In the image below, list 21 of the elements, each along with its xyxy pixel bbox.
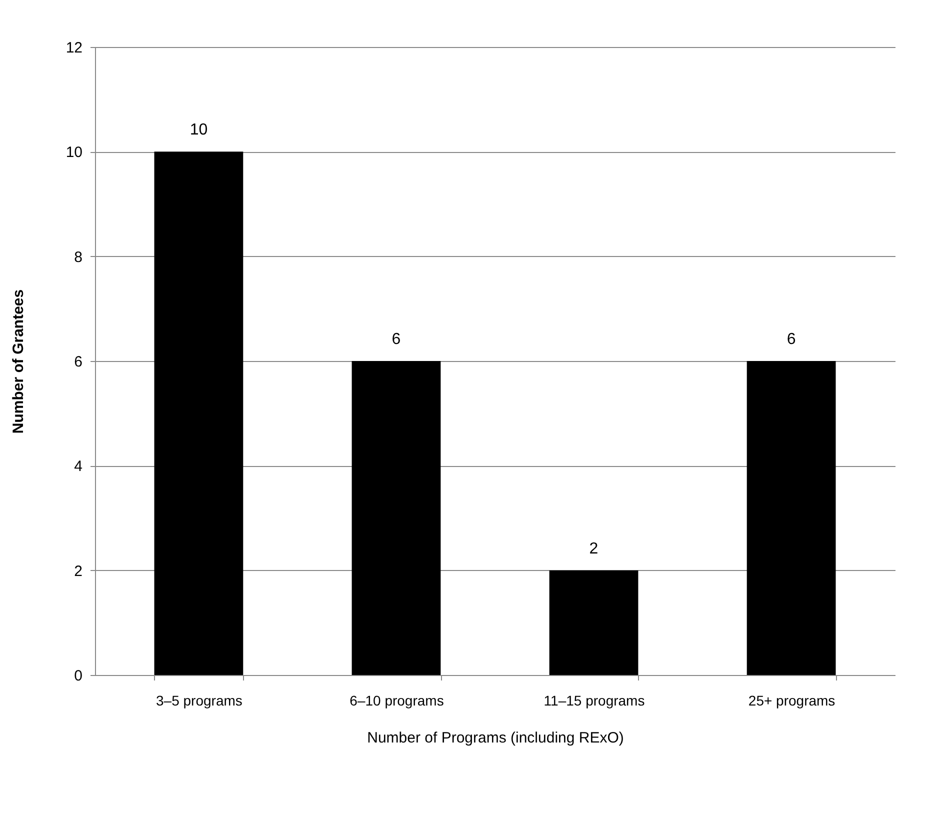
x-axis-title: Number of Programs (including RExO) [367, 730, 624, 746]
data-label: 2 [589, 540, 598, 558]
data-label: 10 [190, 122, 208, 139]
bar [154, 152, 244, 675]
data-label: 6 [392, 331, 401, 348]
bar [746, 361, 836, 675]
y-tick-label: 2 [74, 562, 82, 580]
y-tick-label: 0 [74, 668, 82, 684]
y-axis-title: Number of Grantees [10, 289, 27, 434]
bar [549, 570, 638, 675]
data-label: 6 [786, 331, 796, 348]
y-tick-label: 8 [74, 248, 82, 266]
y-tick-label: 6 [74, 354, 82, 370]
x-tick-label: 3–5 programs [156, 692, 242, 708]
y-tick-label: 10 [66, 144, 82, 162]
x-tick-label: 6–10 programs [350, 692, 444, 708]
y-tick-label: 12 [66, 40, 82, 56]
x-tick-label: 11–15 programs [544, 692, 645, 708]
x-tick-label: 25+ programs [748, 692, 836, 708]
bar [352, 361, 441, 675]
y-tick-label: 4 [74, 458, 82, 476]
